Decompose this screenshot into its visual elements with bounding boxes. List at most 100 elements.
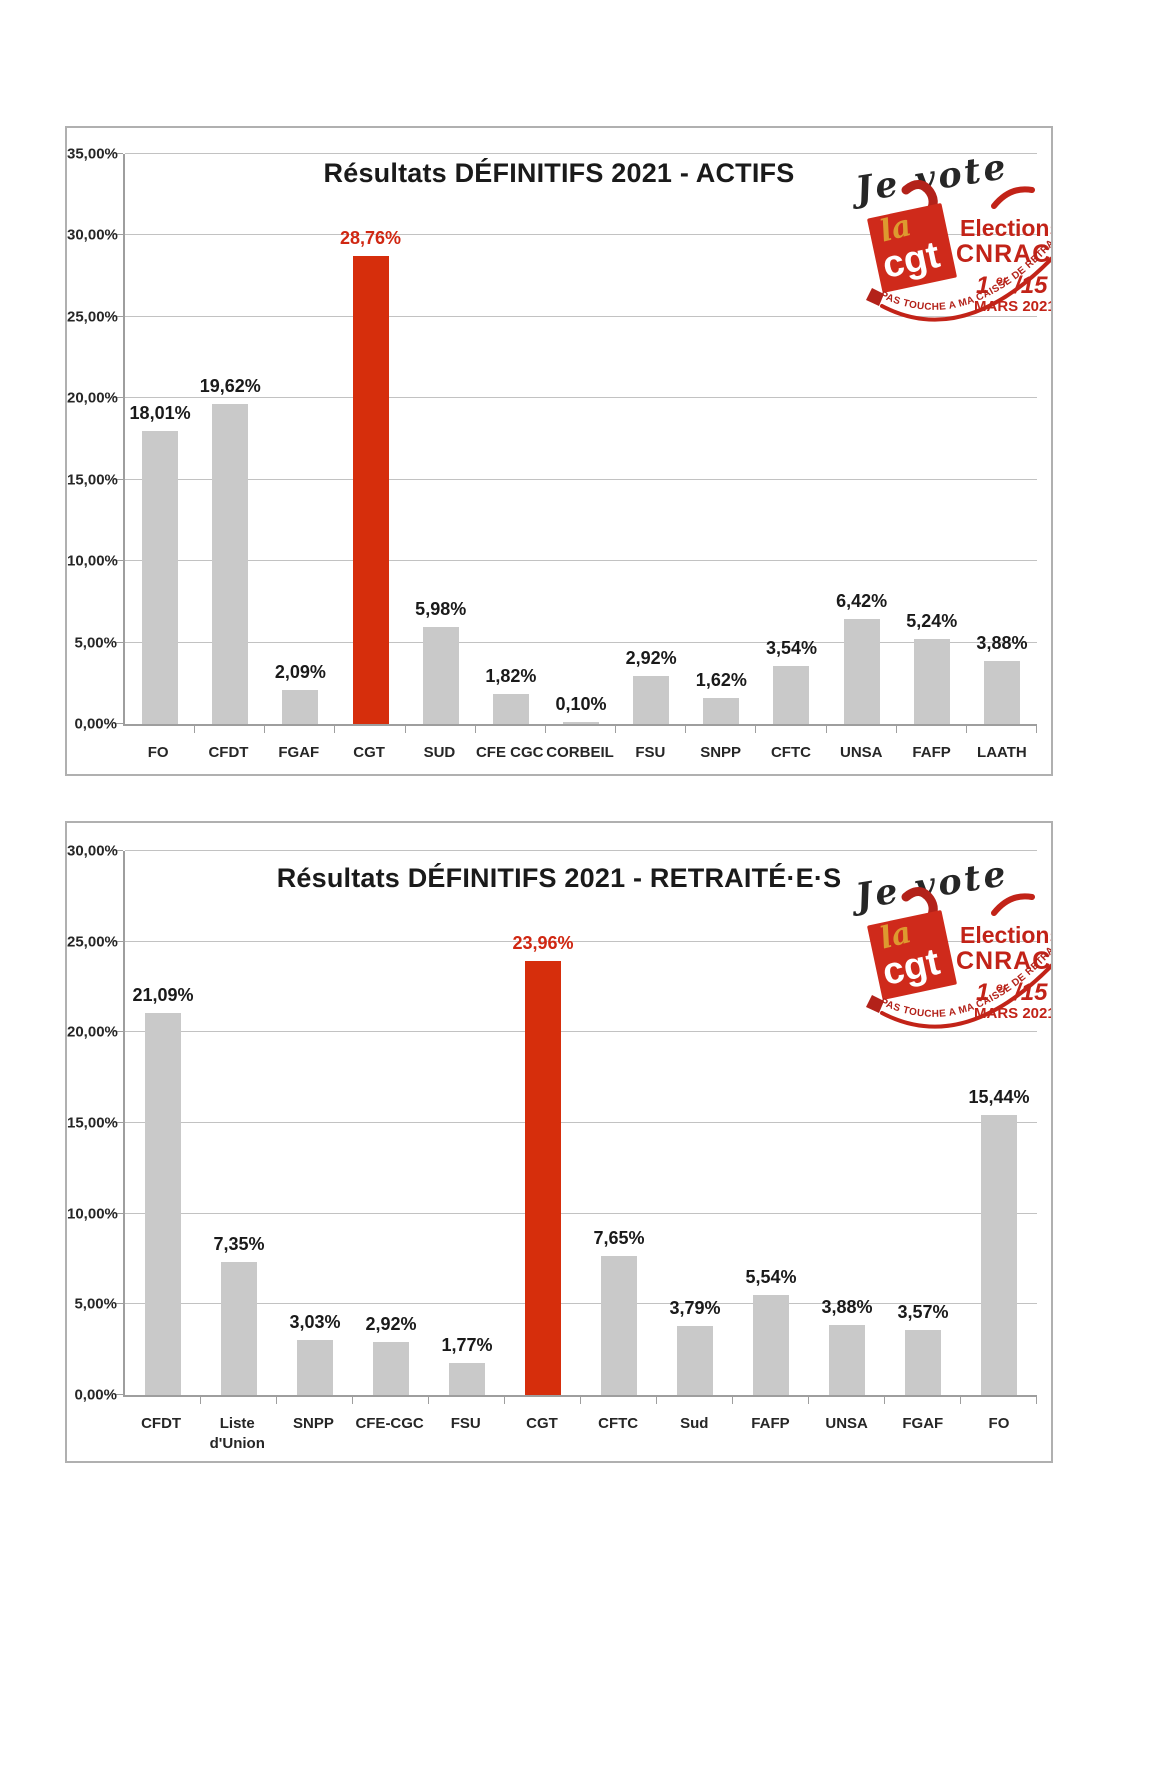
x-category-label: UNSA	[825, 1415, 868, 1432]
x-category-label: FO	[988, 1415, 1010, 1432]
y-tick-mark	[114, 850, 123, 851]
y-tick-mark	[114, 1212, 123, 1214]
x-category-label: FAFP	[751, 1415, 790, 1432]
y-tick-label: 0,00%	[74, 715, 117, 733]
x-category-label: Liste d'Union	[209, 1415, 265, 1452]
x-category-label: FGAF	[278, 744, 320, 761]
gridline	[125, 1303, 1037, 1305]
elections-text: Elections	[960, 215, 1053, 241]
bar-fgaf	[282, 689, 319, 724]
bar-liste-d-union	[221, 1261, 257, 1395]
x-category-label: CFE CGC	[475, 744, 544, 761]
bar-cftc	[773, 666, 810, 724]
x-axis-labels-actifs: FO CFDT FGAF CGT SUD CFE CGC CORBEIL FSU SNPP CFT…	[123, 728, 1037, 774]
y-tick-label: 30,00%	[67, 842, 118, 860]
cgt-square-icon: cgt	[867, 203, 957, 293]
y-tick-mark	[114, 478, 123, 480]
y-tick-label: 15,00%	[67, 1114, 118, 1132]
bar-value-label: 23,96%	[512, 932, 574, 953]
bar-value-label: 18,01%	[129, 402, 191, 423]
y-tick-label: 25,00%	[67, 933, 118, 951]
chart-title-retraites: Résultats DÉFINITIFS 2021 - RETRAITÉ·E·S	[276, 863, 842, 893]
bar-cfdt	[145, 1012, 181, 1395]
x-category-label: CFDT	[208, 744, 249, 761]
bar-row: 18,01% 19,62% 2,09% 28,76% 5,98% 1,82% 0,10% 2,…	[125, 154, 1038, 733]
cgt-elections-logo: Je vote cgt la Elections CNRACL 1 er /15…	[848, 146, 1053, 341]
y-tick-mark	[114, 315, 123, 317]
gridline	[125, 850, 1037, 851]
gridline	[125, 234, 1037, 236]
bar-slot: 18,01%	[125, 154, 196, 733]
date-day: 1	[976, 272, 989, 299]
y-tick-mark	[114, 641, 123, 643]
y-tick-label: 35,00%	[67, 145, 118, 163]
bar-slot: 3,88%	[809, 851, 885, 1404]
y-tick-mark	[114, 153, 123, 154]
bar-slot: 3,54%	[756, 154, 827, 733]
elections-text: Elections	[960, 922, 1053, 948]
bar-value-label: 5,98%	[415, 598, 467, 619]
x-category-label: CORBEIL	[546, 744, 614, 761]
x-category-label: CFE-CGC	[355, 1415, 424, 1432]
bar-value-label: 3,79%	[669, 1298, 721, 1319]
y-tick-label: 10,00%	[67, 1205, 118, 1223]
bar-value-label: 7,65%	[593, 1228, 645, 1249]
bar-slot: 15,44%	[961, 851, 1037, 1404]
bar-laath	[983, 660, 1020, 724]
bar-value-label: 1,77%	[441, 1334, 493, 1355]
gridline	[125, 641, 1037, 643]
chart-panel-retraites: Résultats DÉFINITIFS 2021 - RETRAITÉ·E·S…	[65, 821, 1053, 1463]
y-tick-mark	[114, 560, 123, 562]
y-tick-mark	[114, 234, 123, 236]
bar-slot: 1,62%	[686, 154, 757, 733]
y-tick-label: 20,00%	[67, 1023, 118, 1041]
bar-value-label: 6,42%	[836, 591, 888, 612]
pencil-icon	[866, 995, 884, 1013]
bar-value-label: 3,88%	[976, 632, 1028, 653]
bar-value-label: 7,35%	[213, 1233, 265, 1254]
y-tick-label: 0,00%	[74, 1386, 117, 1404]
gridline	[125, 1212, 1037, 1214]
date-sup: er	[996, 980, 1009, 994]
y-tick-label: 30,00%	[67, 226, 118, 244]
cgt-elections-logo: Je vote cgt la Elections CNRACL 1 er /15…	[848, 853, 1053, 1048]
bar-slot: 5,24%	[897, 154, 968, 733]
y-tick-mark	[114, 397, 123, 399]
y-tick-label: 5,00%	[74, 1295, 117, 1313]
bar-fsu	[633, 676, 670, 724]
bar-slot: 3,88%	[967, 154, 1038, 733]
cnracl-text: CNRACL	[956, 240, 1053, 268]
bar-fo	[142, 430, 179, 724]
cgt-square-bg	[867, 910, 957, 1000]
x-category-label: CGT	[526, 1415, 558, 1432]
gridline	[125, 153, 1037, 154]
cgt-elections-logo-svg: Je vote cgt la Elections CNRACL 1 er /15…	[848, 853, 1053, 1029]
bar-row: 21,09% 7,35% 3,03% 2,92% 1,77% 23,96% 7,65% 3,7…	[125, 851, 1037, 1404]
x-category-label: FGAF	[902, 1415, 944, 1432]
x-category-label: LAATH	[977, 744, 1027, 761]
bar-cfe-cgc	[373, 1342, 409, 1395]
bar-slot: 2,92%	[353, 851, 429, 1404]
y-tick-label: 10,00%	[67, 552, 118, 570]
x-category-label: FO	[147, 744, 169, 761]
y-tick-mark	[114, 1303, 123, 1305]
bar-slot: 23,96%	[505, 851, 581, 1404]
chart-title-actifs: Résultats DÉFINITIFS 2021 - ACTIFS	[323, 158, 795, 188]
bar-slot: 3,03%	[277, 851, 353, 1404]
bar-slot: 5,98%	[406, 154, 476, 733]
x-category-label: CGT	[353, 744, 385, 761]
bar-slot: 2,09%	[265, 154, 336, 733]
bar-slot: 19,62%	[195, 154, 266, 733]
bar-slot: 2,92%	[616, 154, 687, 733]
x-category-label: SNPP	[293, 1415, 334, 1432]
y-tick-label: 5,00%	[74, 634, 117, 652]
bar-value-label: 15,44%	[968, 1087, 1030, 1108]
bar-cfdt	[212, 404, 249, 724]
bar-cftc	[601, 1256, 637, 1395]
bar-value-label: 0,10%	[555, 694, 607, 715]
bar-cgt	[352, 255, 389, 724]
y-tick-label: 25,00%	[67, 308, 118, 326]
gridline	[125, 1122, 1037, 1123]
bar-unsa	[843, 619, 880, 724]
pencil-icon	[866, 288, 884, 306]
